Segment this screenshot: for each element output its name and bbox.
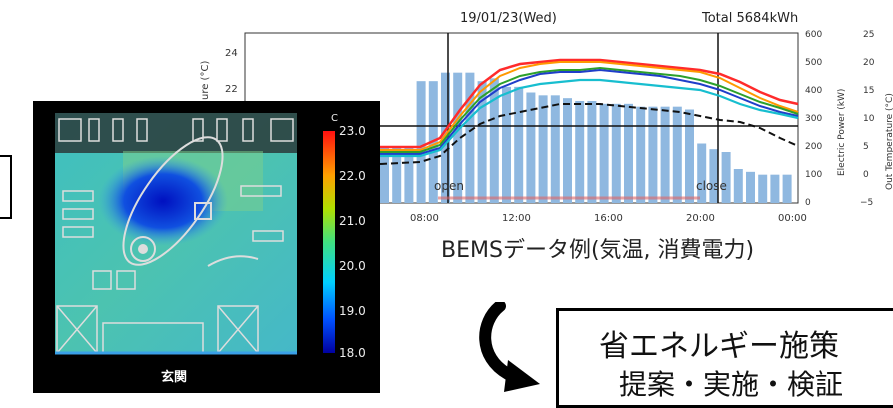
out-temp-tick: 15 <box>863 86 874 96</box>
power-bar <box>587 101 597 203</box>
colorbar-tick: 20.0 <box>339 259 366 273</box>
out-temp-tick: 5 <box>863 142 869 152</box>
power-tick: 500 <box>805 58 822 68</box>
power-bar <box>392 146 402 203</box>
power-bar <box>636 106 646 203</box>
entrance-label: 玄関 <box>161 369 187 385</box>
callout-title: 省エネルギー施策 <box>599 329 839 364</box>
power-bar <box>453 72 463 204</box>
power-tick: 300 <box>805 114 822 124</box>
temp-line-blue <box>380 68 799 155</box>
power-tick: 100 <box>805 170 822 180</box>
chart-caption: BEMSデータ例(気温, 消費電力) <box>441 238 755 263</box>
power-bar <box>502 86 511 203</box>
power-tick: 400 <box>805 86 822 96</box>
colorbar-tick: 18.0 <box>339 346 366 360</box>
left-edge-bracket <box>0 155 12 219</box>
power-bar <box>624 103 633 203</box>
x-tick: 16:00 <box>594 213 623 224</box>
x-tick: 00:00 <box>778 213 807 224</box>
chart-date: 19/01/23(Wed) <box>460 11 557 26</box>
curved-arrow-icon <box>479 302 540 392</box>
power-bar <box>526 92 536 203</box>
temp-line-red <box>380 58 799 149</box>
power-bar <box>758 174 768 203</box>
y-right2-label: Out Temperature (°C) <box>885 93 893 190</box>
y-right1-label: Electric Power (kW) <box>837 89 847 176</box>
out-temp-tick: 0 <box>863 170 869 180</box>
power-bar <box>770 174 780 203</box>
out-temp-tick: 25 <box>863 30 874 40</box>
out-temp-dashed <box>379 103 799 165</box>
power-bar <box>672 106 682 203</box>
power-tick: 200 <box>805 142 822 152</box>
power-bar <box>404 146 414 203</box>
callout-box: 省エネルギー施策 提案・実施・検証 <box>556 308 893 408</box>
power-tick: 0 <box>805 198 811 208</box>
temp-line-cyan <box>380 78 799 158</box>
power-bar <box>380 146 389 203</box>
colorbar-tick: 23.0 <box>339 124 366 138</box>
power-bar <box>575 101 585 203</box>
power-tick: 600 <box>805 30 822 40</box>
power-bar <box>416 81 426 203</box>
out-temp-tick: 10 <box>863 114 875 124</box>
floor-heatmap: C 23.0 22.0 21.0 20.0 19.0 18.0 玄関 <box>55 113 366 385</box>
temp-line-orange <box>380 61 799 151</box>
open-label: open <box>434 179 464 193</box>
power-bar <box>721 152 731 203</box>
colorbar <box>323 131 335 353</box>
power-bar <box>489 78 499 203</box>
colorbar-unit: C <box>331 113 338 124</box>
out-temp-tick: 20 <box>863 58 875 68</box>
y-left-tick: 24 <box>225 48 238 59</box>
y-left-label: ure (°C) <box>200 61 211 100</box>
y-left-tick: 22 <box>225 84 238 95</box>
x-tick: 12:00 <box>502 213 531 224</box>
power-bar <box>538 95 548 203</box>
power-bar <box>660 106 670 203</box>
x-tick: 20:00 <box>686 213 715 224</box>
heatmap-panel: C 23.0 22.0 21.0 20.0 19.0 18.0 玄関 <box>33 101 380 393</box>
power-bar <box>648 106 658 203</box>
out-temp-tick: −5 <box>860 198 873 208</box>
colorbar-tick: 22.0 <box>339 169 366 183</box>
power-bar <box>550 95 560 203</box>
power-bar <box>733 169 743 203</box>
power-bar <box>477 81 487 203</box>
colorbar-tick: 19.0 <box>339 304 366 318</box>
power-bar <box>611 103 621 203</box>
power-bar <box>514 86 524 203</box>
power-bar <box>746 171 755 203</box>
chart-total: Total 5684kWh <box>701 11 798 26</box>
power-bar <box>563 98 572 203</box>
power-bar <box>685 109 694 203</box>
temp-line-green <box>380 66 799 153</box>
power-bar <box>465 72 475 204</box>
colorbar-tick: 21.0 <box>339 214 366 228</box>
x-tick: 08:00 <box>410 213 439 224</box>
power-bar <box>697 143 707 203</box>
power-bar <box>709 149 719 203</box>
callout-subtitle: 提案・実施・検証 <box>619 368 844 401</box>
close-label: close <box>696 179 727 193</box>
power-bar <box>782 174 792 203</box>
power-bar <box>599 103 609 203</box>
